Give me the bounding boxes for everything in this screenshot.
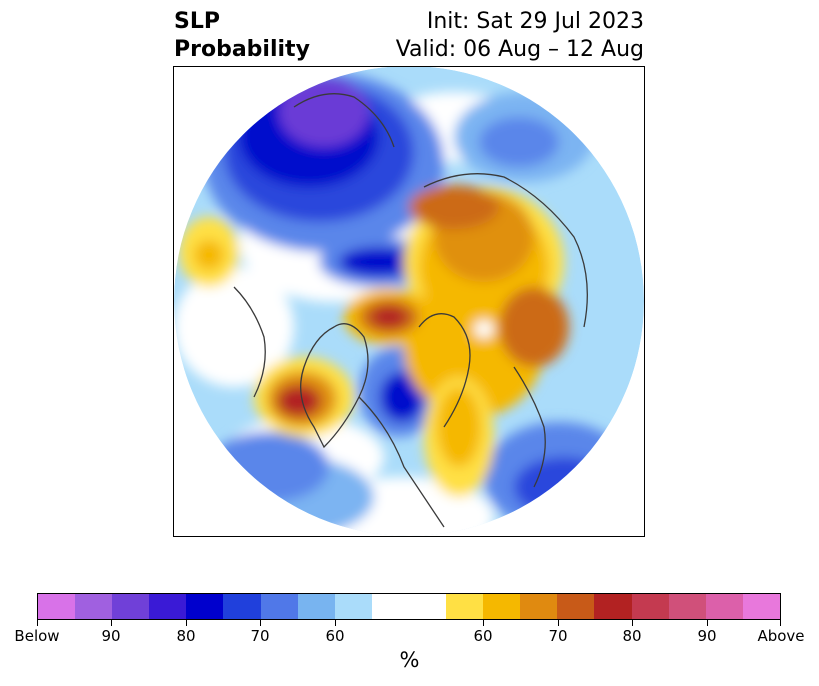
colorbar-tick-label: 70 [250, 627, 270, 645]
colorbar-tick-label: 60 [473, 627, 493, 645]
colorbar-segment [223, 594, 261, 619]
colorbar-segment [297, 594, 335, 619]
colorbar-segment [483, 594, 521, 619]
init-date: Init: Sat 29 Jul 2023 [426, 9, 644, 34]
probability-fields [174, 67, 644, 536]
colorbar-tick [707, 620, 708, 626]
colorbar-tick [780, 620, 781, 626]
colorbar-tick [335, 620, 336, 626]
colorbar-tick [186, 620, 187, 626]
colorbar-tick-label: Below [14, 627, 60, 645]
colorbar-segment [260, 594, 298, 619]
colorbar-segment [186, 594, 224, 619]
valid-range: Valid: 06 Aug – 12 Aug [395, 37, 644, 62]
colorbar-tick-label: 90 [101, 627, 121, 645]
colorbar-segment [112, 594, 150, 619]
colorbar-ticks [37, 620, 781, 628]
colorbar-segment [631, 594, 669, 619]
colorbar-tick-label: 90 [697, 627, 717, 645]
colorbar-tick [260, 620, 261, 626]
colorbar-segment [668, 594, 706, 619]
title-type: Probability [174, 37, 310, 62]
coastlines [233, 93, 588, 528]
map-panel [173, 66, 645, 537]
colorbar-segment [594, 594, 632, 619]
colorbar-unit-label: % [399, 648, 420, 672]
colorbar-tick [111, 620, 112, 626]
map-title: SLP Probability [174, 8, 310, 64]
colorbar-tick-labels: Below 90 80 70 60 60 70 80 90 Above [14, 627, 804, 647]
colorbar-segment [742, 594, 780, 619]
colorbar-tick-label: 70 [548, 627, 568, 645]
colorbar-tick-label: Above [757, 627, 805, 645]
colorbar-segment [705, 594, 743, 619]
colorbar-segment [149, 594, 187, 619]
colorbar-tick-label: 60 [325, 627, 345, 645]
title-variable: SLP [174, 9, 220, 34]
colorbar-tick [483, 620, 484, 626]
colorbar-segment [557, 594, 595, 619]
map-dates: Init: Sat 29 Jul 2023 Valid: 06 Aug – 12… [396, 8, 644, 64]
colorbar-tick [558, 620, 559, 626]
colorbar-tick-label: 80 [176, 627, 196, 645]
colorbar-tick-label: 80 [622, 627, 642, 645]
colorbar [37, 593, 781, 620]
colorbar-segment [75, 594, 113, 619]
colorbar-segment [334, 594, 372, 619]
colorbar-segment [371, 594, 409, 619]
colorbar-segment [520, 594, 558, 619]
colorbar-segment [408, 594, 447, 619]
colorbar-segment [446, 594, 484, 619]
colorbar-tick [37, 620, 38, 626]
colorbar-tick [632, 620, 633, 626]
colorbar-segment [38, 594, 76, 619]
probability-map [174, 67, 644, 536]
